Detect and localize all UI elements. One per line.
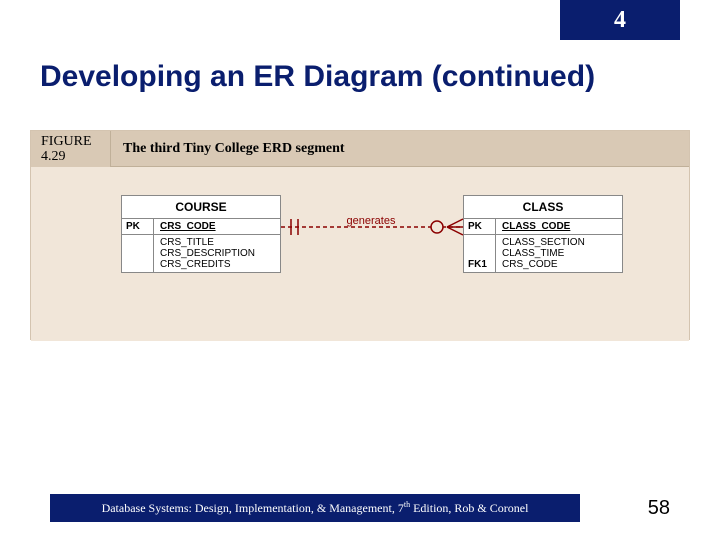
chapter-number: 4 (614, 7, 626, 34)
chapter-number-box: 4 (560, 0, 680, 40)
figure-label-word: FIGURE (41, 134, 100, 149)
figure-caption: The third Tiny College ERD segment (111, 131, 689, 167)
page-number: 58 (648, 497, 670, 520)
relationship-connector (31, 167, 691, 341)
slide-title: Developing an ER Diagram (continued) (40, 60, 680, 94)
figure-header: FIGURE 4.29 The third Tiny College ERD s… (31, 131, 689, 167)
figure-body: COURSE PK CRS_CODE CRS_TITLE CRS_DESCRIP… (31, 167, 689, 341)
footer-bar: Database Systems: Design, Implementation… (50, 494, 580, 522)
figure-label: FIGURE 4.29 (31, 131, 111, 167)
footer-text: Database Systems: Design, Implementation… (102, 500, 529, 516)
footer-post: Edition, Rob & Coronel (410, 501, 528, 515)
relationship-label: generates (331, 215, 411, 227)
figure-label-num: 4.29 (41, 149, 100, 164)
figure-container: FIGURE 4.29 The third Tiny College ERD s… (30, 130, 690, 340)
footer-pre: Database Systems: Design, Implementation… (102, 501, 404, 515)
